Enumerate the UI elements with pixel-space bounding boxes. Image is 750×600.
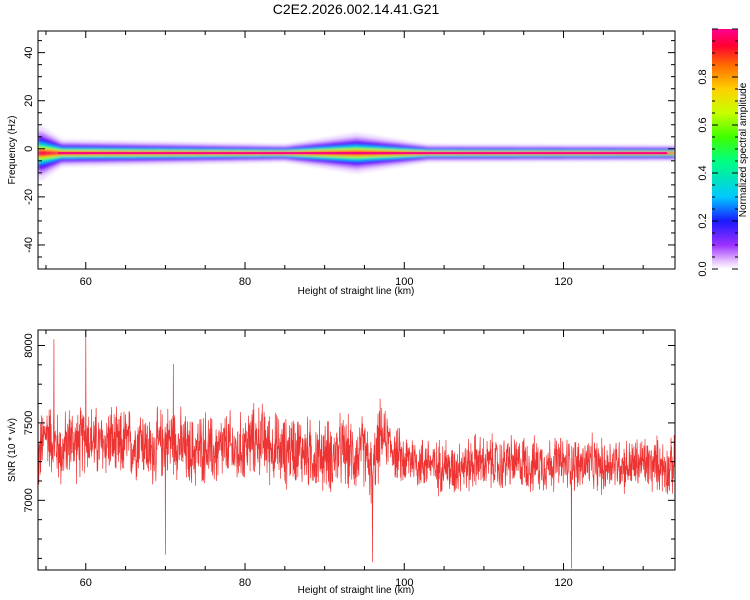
colorbar-tick-label: 0.0 bbox=[697, 261, 709, 276]
colorbar-ticks: 0.0 0.2 0.4 0.6 0.8 bbox=[697, 28, 738, 277]
snr-xlabel: Height of straight line (km) bbox=[298, 585, 415, 596]
spectrogram-ylabel: Frequency (Hz) bbox=[7, 116, 18, 185]
spectrogram-ytick-label: 0 bbox=[23, 146, 35, 152]
snr-ytick-label: 7500 bbox=[23, 411, 35, 435]
colorbar-gradient bbox=[712, 29, 738, 269]
spectrogram-panel: 60 80 100 120 -40 -20 0 20 40 Height of straight… bbox=[7, 30, 676, 297]
snr-xtick-label: 60 bbox=[80, 577, 92, 589]
colorbar-tick-label: 0.2 bbox=[697, 213, 709, 228]
colorbar-tick-label: 0.6 bbox=[697, 117, 709, 132]
snr-xtick-label: 100 bbox=[395, 577, 413, 589]
spectrogram-ridge bbox=[38, 125, 675, 181]
spectrogram-xtick-label: 60 bbox=[80, 276, 92, 288]
snr-ytick-label: 7000 bbox=[23, 488, 35, 512]
spectrogram-ytick-label: 40 bbox=[23, 47, 35, 59]
spectrogram-ytick-label: -20 bbox=[23, 189, 35, 205]
spectrogram-xtick-label: 100 bbox=[395, 276, 413, 288]
spectrogram-ytick-label: -40 bbox=[23, 237, 35, 253]
colorbar-tick-label: 0.8 bbox=[697, 69, 709, 84]
spectrogram-xtick-label: 80 bbox=[239, 276, 251, 288]
snr-ticks: 60 80 100 120 7000 7500 8000 bbox=[23, 330, 675, 589]
spectrogram-ytick-label: 20 bbox=[23, 95, 35, 107]
colorbar: 0.0 0.2 0.4 0.6 0.8 Normalized spectral ampl… bbox=[697, 28, 749, 277]
spectrogram-ticks: 60 80 100 120 -40 -20 0 20 40 bbox=[23, 31, 675, 288]
figure-title: C2E2.2026.002.14.41.G21 bbox=[273, 1, 440, 17]
snr-series-line bbox=[38, 330, 675, 569]
snr-ylabel: SNR (10 * v/v) bbox=[7, 418, 18, 482]
colorbar-label: Normalized spectral amplitude bbox=[738, 82, 749, 217]
spectrogram-xlabel: Height of straight line (km) bbox=[298, 286, 415, 297]
snr-xtick-label: 80 bbox=[239, 577, 251, 589]
snr-ytick-label: 8000 bbox=[23, 333, 35, 357]
spectrogram-frame bbox=[37, 30, 676, 270]
snr-xtick-label: 120 bbox=[554, 577, 572, 589]
colorbar-tick-label: 0.4 bbox=[697, 165, 709, 180]
snr-panel: 60 80 100 120 7000 7500 8000 Height of straigh… bbox=[7, 329, 676, 596]
spectrogram-xtick-label: 120 bbox=[554, 276, 572, 288]
snr-frame bbox=[37, 329, 676, 571]
